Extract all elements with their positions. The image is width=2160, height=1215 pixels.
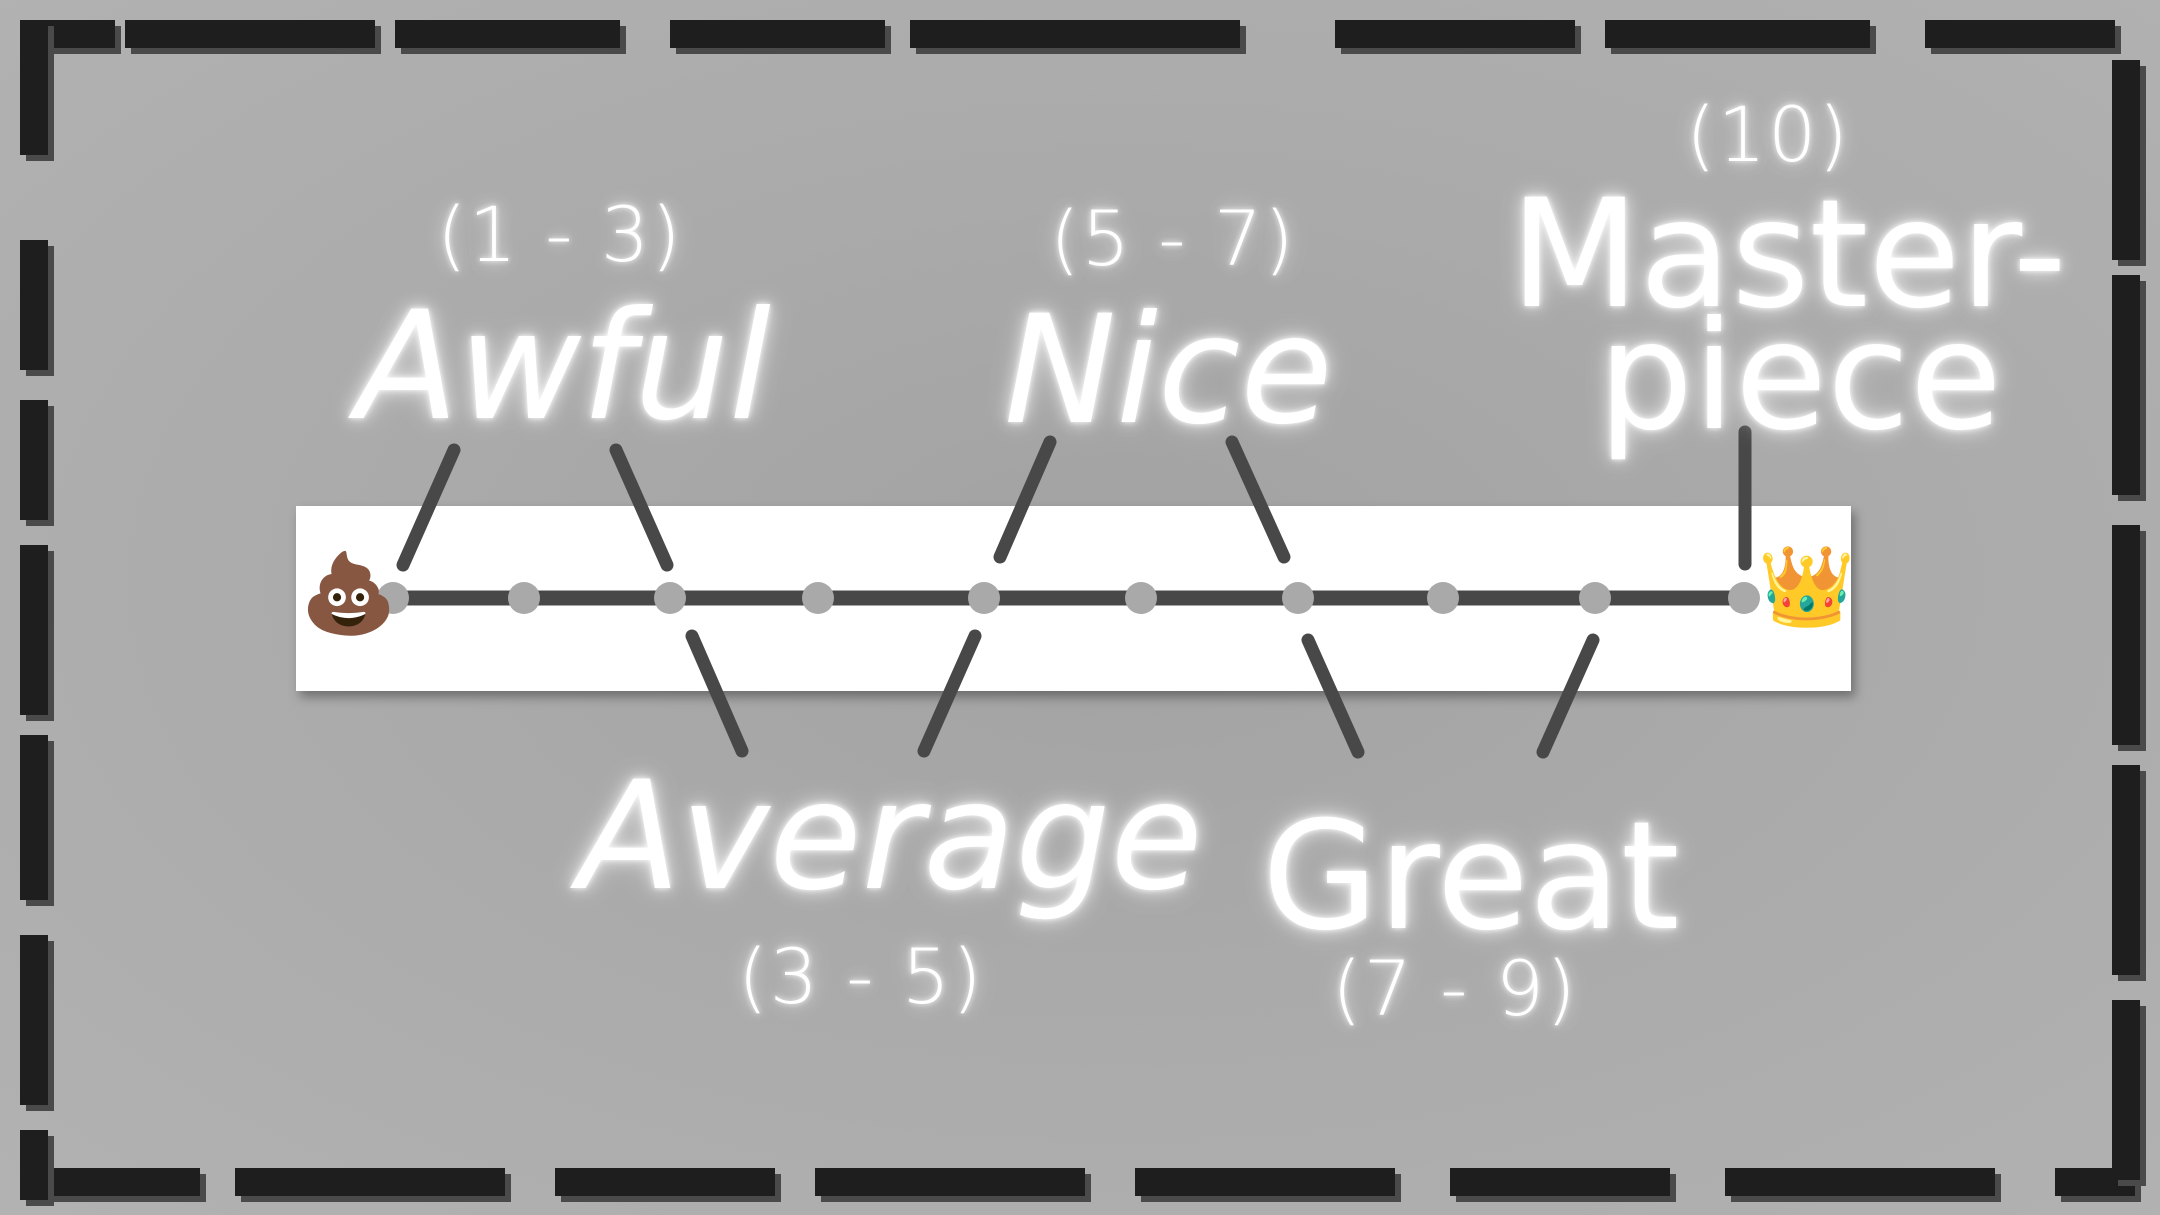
frame-dash-left [20, 240, 48, 370]
frame-dash-top [1925, 20, 2115, 48]
frame-dash-top [125, 20, 375, 48]
poop-icon: 💩 [300, 549, 398, 639]
masterpiece-label-line2: piece [1598, 290, 2002, 464]
frame-dash-left [20, 735, 48, 900]
average-label: Average [578, 750, 1203, 924]
frame-dash-left [20, 400, 48, 520]
scale-dot-7 [1282, 582, 1314, 614]
frame-dash-top [1605, 20, 1870, 48]
frame-dash-left [20, 20, 48, 155]
frame-dash-top [670, 20, 885, 48]
great-connector-right [1536, 633, 1600, 759]
scale-dot-10 [1728, 582, 1760, 614]
awful-connector-left [396, 443, 461, 572]
scale-dot-9 [1579, 582, 1611, 614]
scale-dot-5 [968, 582, 1000, 614]
nice-range-label: (5 - 7) [1050, 194, 1296, 283]
scale-dot-1 [377, 582, 409, 614]
frame-dash-top [1335, 20, 1575, 48]
great-range-label: (7 - 9) [1332, 944, 1578, 1033]
average-range-label: (3 - 5) [738, 932, 984, 1021]
frame-dash-bottom [1135, 1168, 1395, 1196]
scale-dot-6 [1125, 582, 1157, 614]
crown-icon: 👑 [1758, 542, 1856, 632]
frame-dash-right [2112, 765, 2140, 975]
nice-label: Nice [1004, 284, 1333, 458]
frame-dash-right [2112, 525, 2140, 745]
frame-dash-right [2112, 60, 2140, 260]
frame-dash-bottom [815, 1168, 1085, 1196]
average-connector-left [685, 629, 749, 758]
scale-dot-4 [802, 582, 834, 614]
nice-connector-left [993, 435, 1057, 564]
frame-dash-top [910, 20, 1240, 48]
frame-dash-left [20, 1130, 48, 1200]
frame-dash-left [20, 935, 48, 1105]
frame-dash-left [20, 545, 48, 715]
masterpiece-range-label: (10) [1686, 90, 1851, 179]
frame-dash-right [2112, 1000, 2140, 1180]
average-connector-right [917, 629, 982, 758]
awful-range-label: (1 - 3) [437, 190, 683, 279]
great-label: Great [1262, 790, 1680, 964]
scale-dot-3 [654, 582, 686, 614]
frame-dash-bottom [1450, 1168, 1670, 1196]
scale-dot-8 [1427, 582, 1459, 614]
frame-dash-right [2112, 275, 2140, 495]
scale-dot-2 [508, 582, 540, 614]
awful-label: Awful [356, 280, 771, 454]
frame-dash-bottom [555, 1168, 775, 1196]
frame-dash-top [395, 20, 620, 48]
nice-connector-right [1225, 435, 1291, 564]
awful-connector-right [609, 443, 674, 572]
masterpiece-label-line1: Master- [1510, 168, 2067, 342]
frame-dash-bottom [235, 1168, 505, 1196]
great-connector-left [1301, 633, 1365, 759]
frame-dash-bottom [1725, 1168, 1995, 1196]
